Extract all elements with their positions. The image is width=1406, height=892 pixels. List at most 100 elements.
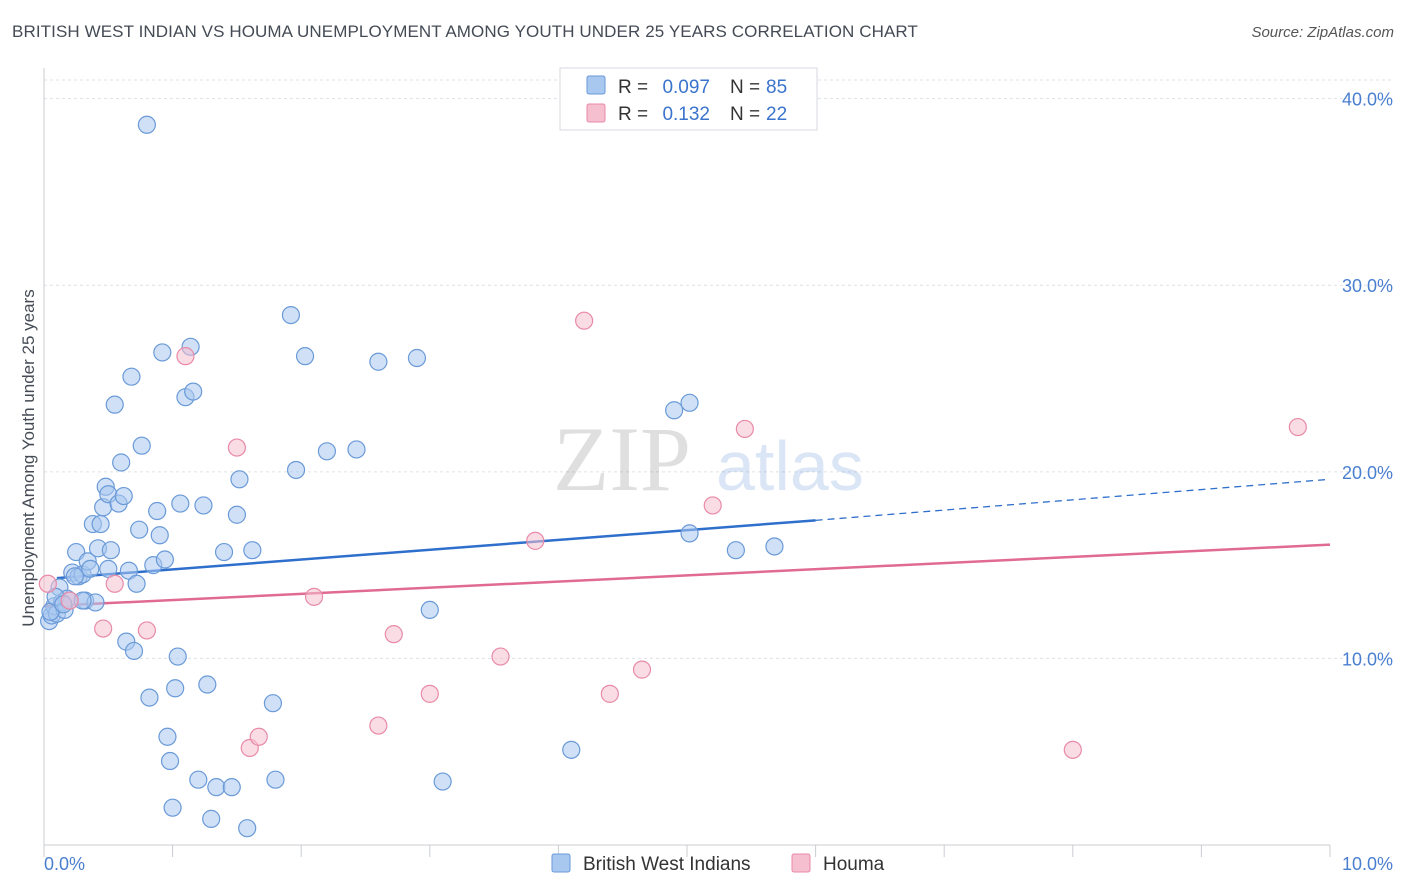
houma-point-15 — [575, 311, 594, 330]
bwi-point-67 — [317, 442, 337, 461]
houma-point-8 — [249, 727, 268, 746]
legend-swatch-pink — [586, 103, 606, 123]
bwi-point-23 — [101, 541, 120, 560]
bwi-point-55 — [207, 778, 226, 797]
bwi-point-54 — [202, 809, 221, 828]
legend-swatch-blue — [586, 75, 606, 95]
houma-point-1 — [60, 591, 79, 610]
bwi-point-50 — [184, 382, 203, 401]
legend-n-value-2: 22 — [766, 104, 787, 125]
bwi-point-66 — [295, 347, 315, 366]
x-tick-label-1: 10.0% — [1342, 854, 1393, 874]
bwi-point-44 — [163, 798, 182, 817]
bwi-point-24 — [105, 395, 124, 414]
houma-trend-line — [43, 543, 1331, 608]
houma-point-6 — [227, 438, 246, 457]
source-label: Source: ZipAtlas.com — [1251, 24, 1394, 41]
houma-point-14 — [526, 531, 545, 550]
series-legend-label-1: British West Indians — [583, 854, 751, 875]
bwi-point-82 — [65, 567, 84, 586]
watermark: ZIP atlas — [553, 408, 864, 510]
houma-point-13 — [491, 647, 510, 666]
stats-legend: R = 0.097 N = 85 R = 0.132 N = 22 — [559, 67, 818, 131]
houma-point-11 — [384, 625, 403, 644]
bwi-point-62 — [263, 694, 283, 713]
bwi-point-58 — [227, 505, 246, 524]
bwi-point-27 — [114, 486, 133, 506]
legend-r-value-1: 0.097 — [662, 77, 710, 98]
houma-point-5 — [176, 347, 195, 366]
x-tick-labels: 0.0% 10.0% — [44, 854, 1393, 874]
y-tick-label-3: 40.0% — [1342, 90, 1393, 110]
legend-r-label-2: R = — [618, 104, 648, 125]
houma-point-9 — [304, 587, 324, 606]
bwi-point-33 — [130, 520, 149, 539]
bwi-point-35 — [137, 115, 156, 134]
houma-point-10 — [369, 716, 388, 735]
bwi-point-78 — [765, 537, 784, 556]
bwi-point-51 — [189, 770, 208, 789]
houma-point-2 — [94, 619, 113, 638]
bwi-point-45 — [166, 679, 185, 698]
bwi-point-40 — [153, 343, 172, 362]
houma-point-4 — [137, 621, 156, 640]
bwi-point-43 — [160, 751, 180, 771]
bwi-point-60 — [238, 819, 257, 838]
bwi-point-70 — [407, 348, 427, 368]
bwi-point-59 — [230, 470, 249, 489]
houma-point-19 — [735, 419, 754, 439]
y-axis-title: Unemployment Among Youth under 25 years — [19, 289, 38, 626]
x-tick-label-0: 0.0% — [44, 854, 85, 874]
houma-point-12 — [420, 684, 439, 703]
series-legend-swatch-blue — [551, 853, 571, 873]
bwi-point-68 — [347, 440, 366, 459]
watermark-zip: ZIP — [553, 408, 691, 510]
bwi-point-42 — [158, 727, 177, 746]
legend-r-label-1: R = — [618, 77, 648, 98]
houma-point-0 — [38, 574, 57, 593]
y-tick-label-1: 20.0% — [1342, 463, 1393, 483]
axes — [43, 68, 1331, 857]
bwi-point-53 — [198, 675, 217, 694]
bwi-point-71 — [420, 600, 439, 620]
bwi-point-52 — [194, 496, 213, 515]
bwi-point-19 — [91, 514, 110, 534]
bwi-point-34 — [132, 436, 151, 455]
bwi-point-64 — [281, 305, 301, 325]
bwi-point-77 — [726, 541, 745, 560]
bwi-point-47 — [171, 494, 190, 513]
series-legend: British West Indians Houma — [551, 853, 885, 875]
bwi-point-15 — [81, 559, 100, 578]
bwi-point-56 — [214, 542, 234, 562]
houma-point-16 — [600, 684, 619, 703]
bwi-point-31 — [124, 641, 144, 661]
legend-n-label-2: N = — [730, 104, 760, 125]
bwi-point-30 — [122, 367, 141, 386]
series-legend-swatch-pink — [791, 853, 811, 873]
bwi-point-72 — [433, 772, 452, 791]
data-points — [38, 115, 1307, 838]
bwi-point-65 — [286, 460, 306, 480]
bwi-point-41 — [155, 550, 174, 569]
legend-r-value-2: 0.132 — [662, 104, 710, 125]
bwi-point-75 — [680, 393, 699, 412]
y-tick-label-2: 30.0% — [1342, 276, 1393, 296]
bwi-point-74 — [665, 401, 684, 420]
houma-point-18 — [703, 496, 722, 515]
houma-point-20 — [1063, 740, 1082, 759]
legend-n-label-1: N = — [730, 77, 760, 98]
series-legend-label-2: Houma — [823, 854, 885, 875]
houma-point-21 — [1288, 417, 1307, 437]
houma-point-3 — [105, 574, 124, 593]
legend-n-value-1: 85 — [766, 77, 787, 98]
bwi-point-57 — [222, 778, 241, 797]
bwi-point-69 — [369, 352, 388, 371]
bwi-point-61 — [243, 541, 262, 560]
y-tick-label-0: 10.0% — [1342, 649, 1393, 669]
bwi-point-73 — [562, 740, 581, 759]
bwi-trend-extension — [815, 478, 1331, 521]
chart-title: BRITISH WEST INDIAN VS HOUMA UNEMPLOYMEN… — [12, 22, 918, 41]
bwi-point-36 — [140, 688, 159, 707]
bwi-point-46 — [168, 647, 187, 666]
